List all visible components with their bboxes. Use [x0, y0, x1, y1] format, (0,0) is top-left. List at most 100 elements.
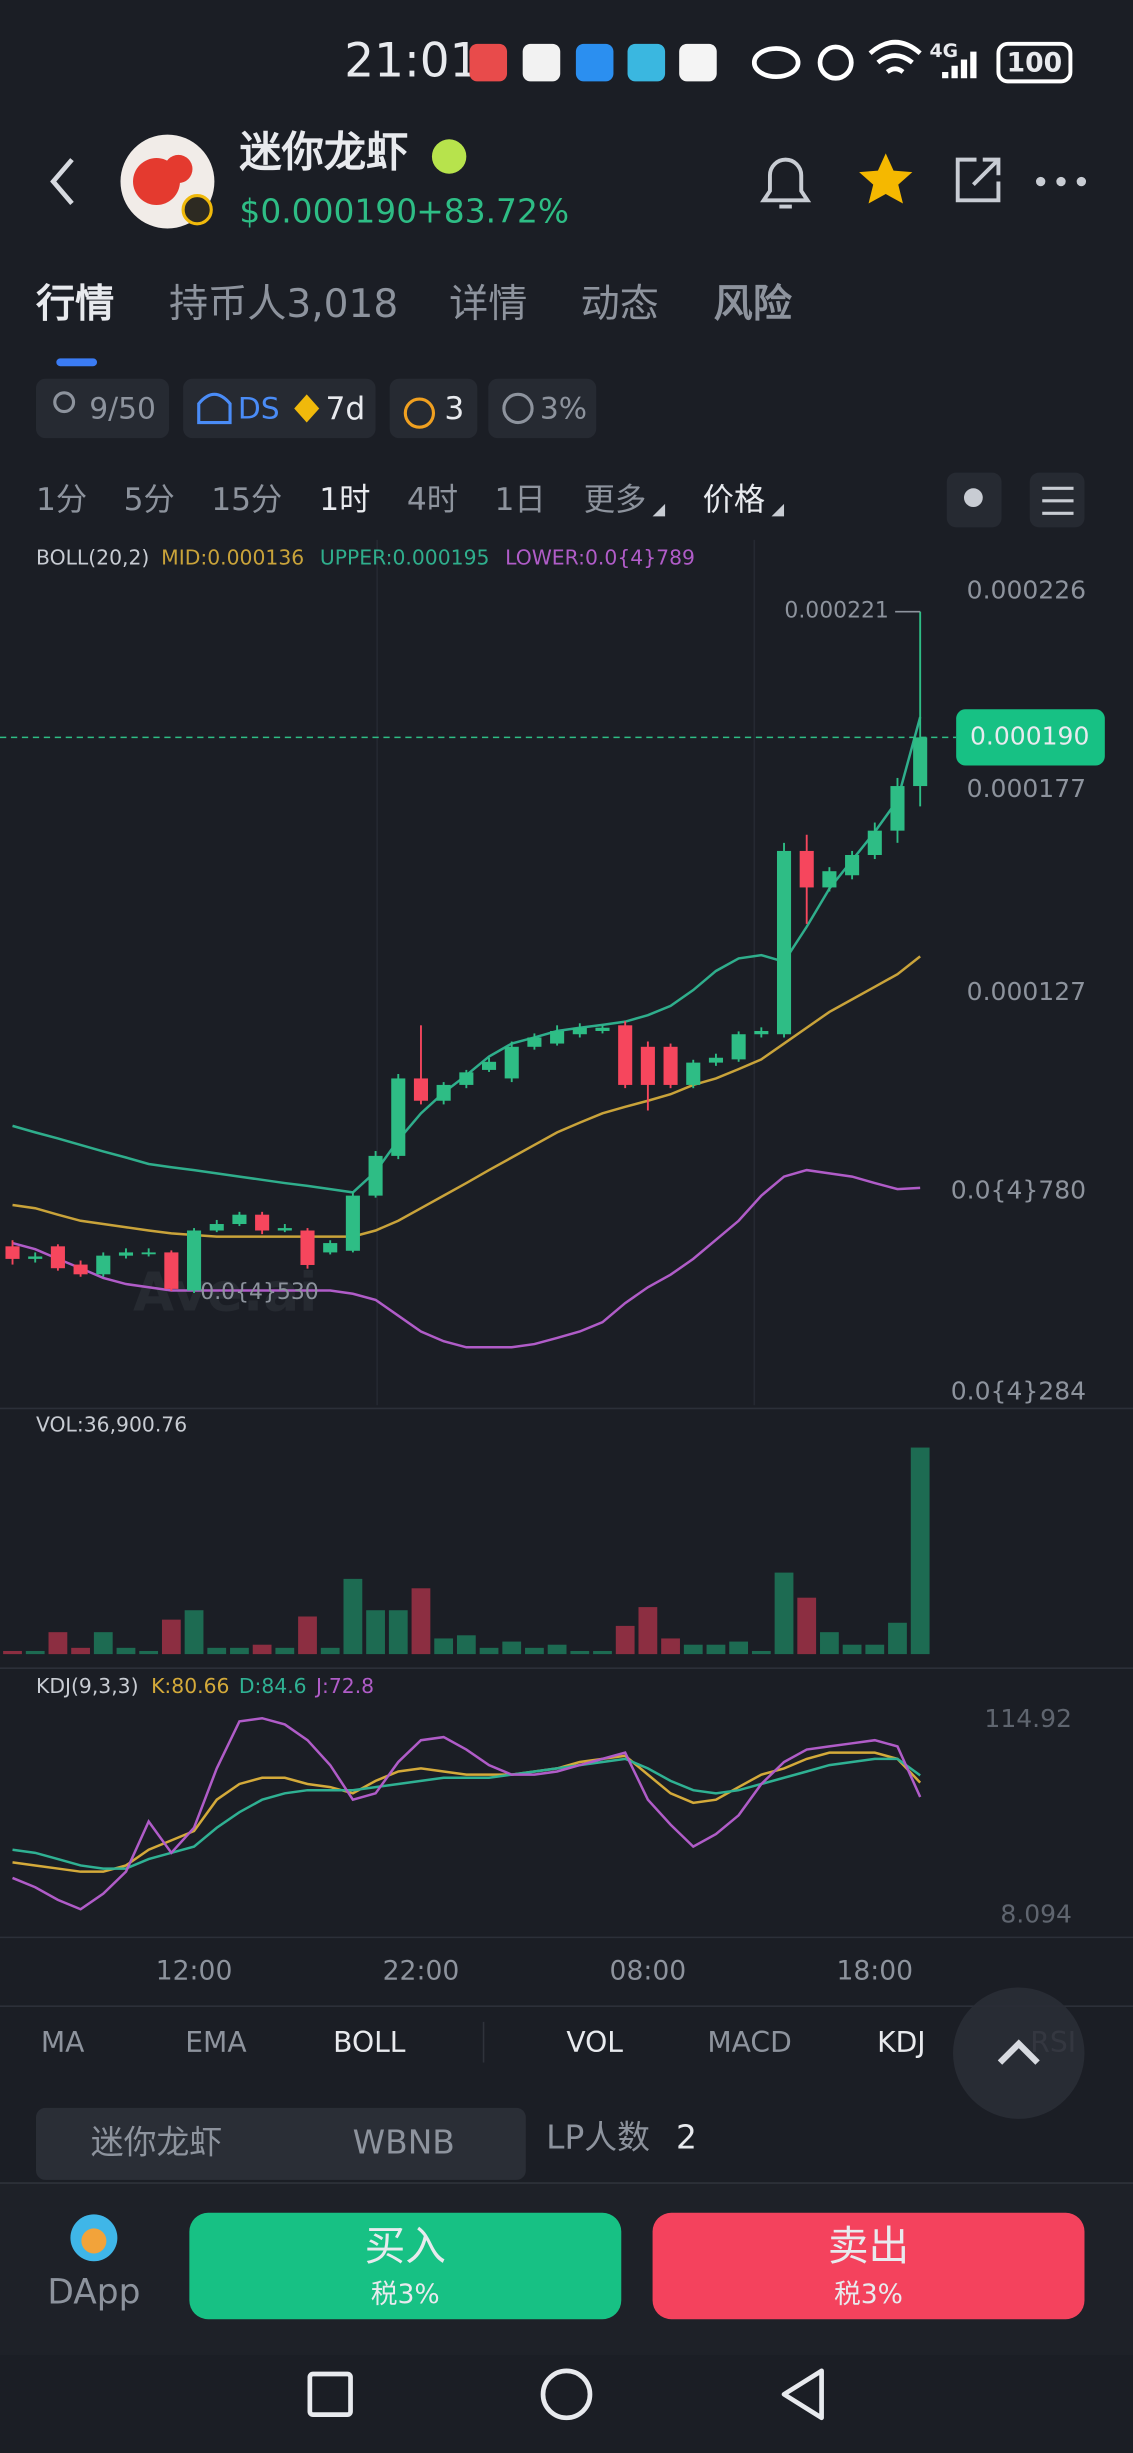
legend-entry: J:72.8 — [314, 1674, 374, 1698]
boll-line — [12, 955, 921, 1238]
volume-bar — [502, 1641, 522, 1655]
tab-indicator — [56, 358, 98, 367]
badge-holders: 9/50 — [89, 392, 156, 427]
candle-body — [708, 1057, 723, 1063]
tab[interactable]: 详情 — [449, 282, 527, 327]
volume-bar — [25, 1650, 45, 1655]
volume-bar — [774, 1572, 794, 1655]
candle-body — [663, 1046, 678, 1085]
pair-switch[interactable] — [35, 2107, 526, 2180]
volume-bar — [729, 1641, 749, 1655]
status-time: 21:01 — [344, 34, 479, 89]
alert-button[interactable] — [760, 157, 812, 209]
interval[interactable]: 4时 — [407, 482, 458, 518]
volume-bar — [161, 1619, 181, 1655]
volume-bar — [275, 1647, 295, 1655]
candle-body — [141, 1252, 156, 1255]
volume-bar — [751, 1650, 771, 1655]
tab[interactable]: 行情 — [36, 282, 114, 327]
volume-bar — [3, 1650, 22, 1655]
share-button[interactable] — [955, 157, 1001, 203]
tab[interactable]: 持币人3,018 — [169, 282, 398, 327]
candle-body — [436, 1084, 451, 1101]
candle-body — [459, 1072, 474, 1085]
badge-tax: 3% — [540, 392, 587, 427]
back-button[interactable] — [50, 158, 74, 205]
candle-body — [550, 1030, 565, 1044]
candle-body — [118, 1252, 134, 1256]
candle-body — [368, 1155, 383, 1196]
app-icon — [679, 43, 717, 82]
candle-body — [686, 1062, 701, 1085]
volume-bar — [683, 1644, 703, 1655]
legend-entry: K:80.66 — [151, 1674, 229, 1698]
eye-icon — [751, 46, 801, 80]
candle-body — [867, 830, 882, 855]
interval[interactable]: 1时 — [319, 482, 370, 518]
volume-bar — [298, 1616, 317, 1655]
holder-icon — [53, 391, 76, 414]
candle-body — [572, 1027, 587, 1035]
candle-body — [481, 1061, 497, 1070]
lp-count: 2 — [676, 2118, 697, 2157]
indicator[interactable]: MACD — [707, 2026, 791, 2059]
interval[interactable]: 5分 — [124, 482, 175, 518]
nav-recent[interactable] — [307, 2371, 353, 2418]
indicator[interactable]: MA — [41, 2026, 85, 2059]
interval[interactable]: 15分 — [211, 482, 282, 518]
volume-bar — [797, 1597, 817, 1655]
candle-body — [731, 1034, 746, 1060]
sell-button[interactable] — [652, 2212, 1085, 2320]
indicator[interactable]: BOLL — [333, 2026, 406, 2059]
scroll-top-button[interactable] — [953, 1987, 1085, 2119]
high-marker-label: 0.000221 — [784, 599, 888, 624]
badge-bags: 3 — [444, 391, 464, 427]
interval[interactable]: 1日 — [495, 482, 546, 518]
network-type: 4G — [930, 41, 958, 62]
indicator[interactable]: VOL — [566, 2026, 623, 2059]
nav-home[interactable] — [540, 2368, 593, 2421]
sell-tax: 税3% — [834, 2279, 903, 2310]
tab[interactable]: 风险 — [714, 282, 793, 327]
x-tick-label: 08:00 — [610, 1955, 687, 1986]
panel-title: VOL:36,900.76 — [36, 1413, 187, 1437]
volume-bar — [434, 1638, 454, 1655]
volume-bar — [343, 1578, 363, 1655]
dapp-label[interactable]: DApp — [47, 2273, 140, 2313]
candle-body — [822, 871, 837, 888]
dropdown-caret — [771, 503, 785, 517]
legend-entry: LOWER:0.0{4}789 — [505, 546, 695, 570]
favorite-button[interactable] — [859, 153, 913, 204]
token-change: +83.72% — [416, 191, 569, 230]
tab[interactable]: 动态 — [581, 282, 659, 327]
more-button[interactable] — [1035, 176, 1087, 187]
interval[interactable]: 价格 — [703, 482, 766, 518]
indicator[interactable]: KDJ — [877, 2026, 925, 2059]
legend-title: BOLL(20,2) — [36, 546, 149, 570]
interval[interactable]: 更多 — [584, 482, 647, 518]
volume-bar — [139, 1650, 159, 1655]
volume-bar — [638, 1607, 658, 1655]
app-icon — [469, 43, 508, 82]
x-tick-label: 22:00 — [383, 1955, 460, 1986]
candle-body — [504, 1046, 519, 1079]
bnb-icon — [294, 394, 320, 423]
chart-area: BOLL(20,2) MID:0.000136 UPPER:0.000195 LOWE… — [0, 546, 1105, 1986]
pair-base: 迷你龙虾 — [91, 2122, 222, 2161]
wifi-icon — [868, 39, 922, 74]
tool-icon — [1042, 486, 1074, 515]
volume-bar — [525, 1647, 544, 1655]
volume-bar — [388, 1610, 408, 1655]
indicator[interactable]: EMA — [185, 2026, 247, 2059]
boll-line — [12, 1168, 921, 1349]
tool-icon — [963, 488, 983, 508]
dapp-icon-art — [81, 2228, 107, 2254]
buy-button[interactable] — [189, 2212, 622, 2320]
interval[interactable]: 1分 — [36, 482, 87, 518]
nav-back[interactable] — [781, 2368, 824, 2421]
candle-body — [300, 1230, 315, 1265]
volume-bar — [865, 1644, 885, 1655]
y-tick-label: 0.000226 — [967, 575, 1086, 604]
x-tick-label: 18:00 — [836, 1955, 913, 1986]
